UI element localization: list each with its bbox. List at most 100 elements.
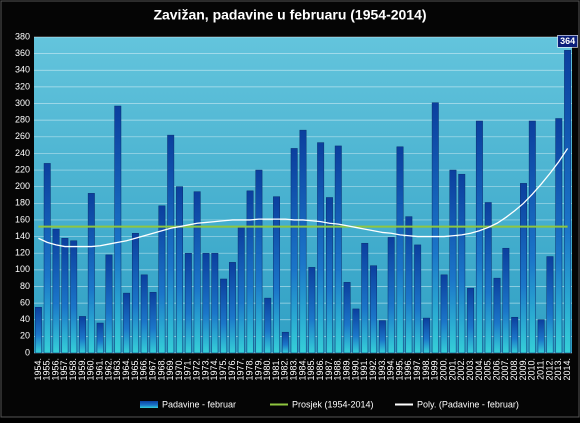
y-tick-label: 20: [20, 331, 30, 341]
x-tick-label: 1969.: [165, 358, 175, 381]
x-tick-label: 2006.: [491, 358, 501, 381]
y-tick-label: 240: [15, 148, 30, 158]
bar: [352, 308, 360, 354]
bar: [520, 183, 527, 354]
bar: [467, 287, 475, 354]
x-tick-label: 2009.: [518, 358, 528, 381]
bar: [52, 228, 60, 354]
bar: [114, 105, 122, 354]
legend-label: Prosjek (1954-2014): [292, 399, 374, 409]
x-tick-label: 1984.: [297, 358, 307, 381]
legend-swatch: [140, 401, 158, 408]
x-tick-label: 1993.: [377, 358, 387, 381]
bar: [361, 242, 369, 354]
x-tick-label: 1983.: [289, 358, 299, 381]
x-tick-label: 1980.: [262, 358, 272, 381]
bar: [34, 307, 42, 354]
x-tick-label: 1971.: [183, 358, 193, 381]
bar: [378, 320, 386, 354]
x-tick-label: 1970.: [174, 358, 184, 381]
bar: [43, 163, 51, 354]
bar: [140, 274, 148, 354]
x-tick-label: 1990.: [350, 358, 360, 381]
bar: [396, 146, 404, 354]
bar: [61, 237, 69, 354]
data-label: 364: [560, 36, 575, 46]
bar: [440, 274, 448, 354]
y-tick-label: 40: [20, 314, 30, 324]
x-tick-label: 1957.: [59, 358, 69, 381]
x-tick-label: 2005.: [483, 358, 493, 381]
x-tick-label: 1974.: [209, 358, 219, 381]
x-tick-label: 2007.: [500, 358, 510, 381]
bar: [70, 240, 78, 354]
x-tick-label: 2014.: [562, 358, 572, 381]
y-tick-label: 100: [15, 264, 30, 274]
x-tick-label: 2012.: [544, 358, 554, 381]
bar: [546, 256, 554, 354]
bar: [414, 244, 422, 354]
legend-label: Padavine - februar: [162, 399, 236, 409]
bar: [555, 118, 563, 354]
bar: [149, 292, 157, 354]
x-tick-label: 1968.: [156, 358, 166, 381]
x-tick-label: 1981.: [271, 358, 281, 381]
x-tick-label: 1954.: [33, 358, 43, 381]
y-tick-label: 60: [20, 297, 30, 307]
bar: [96, 322, 104, 354]
bar: [564, 50, 572, 354]
y-tick-label: 120: [15, 248, 30, 258]
x-tick-label: 1991.: [359, 358, 369, 381]
y-tick-label: 0: [25, 347, 30, 357]
x-tick-label: 2004.: [474, 358, 484, 381]
bar: [202, 252, 210, 354]
x-tick-label: 1962.: [103, 358, 113, 381]
y-tick-label: 260: [15, 131, 30, 141]
x-tick-label: 1982.: [280, 358, 290, 381]
x-tick-label: 1992.: [368, 358, 378, 381]
bar: [299, 129, 307, 354]
bar: [475, 120, 483, 354]
legend-label: Poly. (Padavine - februar): [417, 399, 519, 409]
bar: [528, 120, 536, 354]
trend-line: [38, 148, 569, 248]
y-tick-label: 80: [20, 281, 30, 291]
bar: [281, 331, 289, 354]
x-tick-label: 1995.: [394, 358, 404, 381]
bar: [246, 190, 254, 354]
x-tick-label: 1994.: [386, 358, 396, 381]
x-tick-label: 1987.: [324, 358, 334, 381]
bar: [370, 265, 378, 354]
x-tick-label: 2011.: [536, 358, 546, 380]
y-tick-label: 160: [15, 214, 30, 224]
x-tick-label: 1975.: [218, 358, 228, 381]
bar: [105, 254, 113, 354]
bar: [220, 278, 228, 354]
x-tick-label: 1979.: [253, 358, 263, 381]
bar: [123, 292, 131, 354]
x-tick-label: 2010.: [527, 358, 537, 381]
y-tick-label: 380: [15, 31, 30, 41]
x-tick-label: 1999.: [430, 358, 440, 381]
bar: [493, 277, 501, 354]
y-tick-label: 140: [15, 231, 30, 241]
bar: [431, 102, 439, 354]
x-tick-label: 1977.: [236, 358, 246, 381]
x-tick-label: 1956.: [50, 358, 60, 381]
bar: [343, 282, 351, 354]
bar: [273, 196, 280, 354]
x-tick-label: 1976.: [227, 358, 237, 381]
x-tick-label: 1955.: [42, 358, 52, 381]
bar: [405, 216, 413, 354]
x-tick-label: 1985.: [306, 358, 316, 381]
x-tick-label: 1965.: [130, 358, 140, 381]
x-tick-label: 1972.: [192, 358, 202, 381]
x-tick-label: 1989.: [341, 358, 351, 381]
bar: [423, 317, 430, 354]
bar: [326, 197, 333, 354]
bar: [87, 193, 95, 354]
bar: [290, 148, 298, 354]
bar: [228, 262, 236, 354]
bar: [184, 252, 192, 354]
